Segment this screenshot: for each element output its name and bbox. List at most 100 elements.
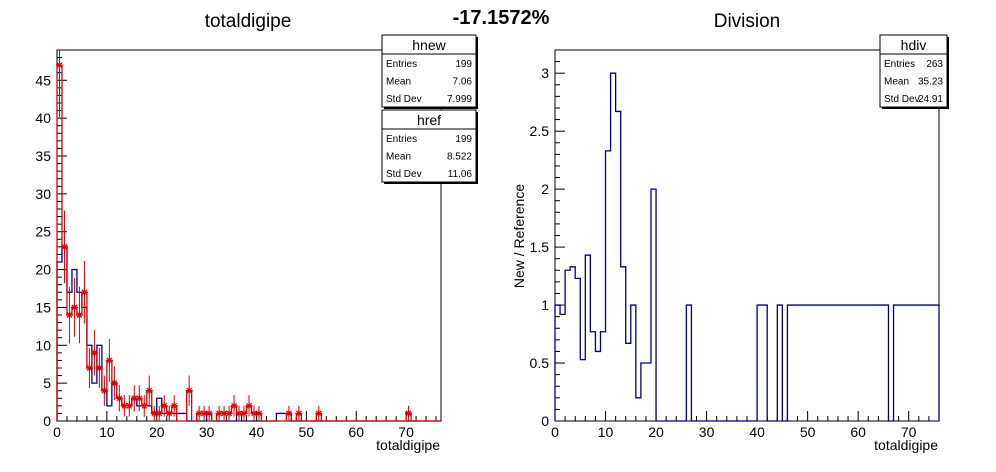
data-point-href — [105, 339, 113, 382]
y-tick-label: 0 — [43, 413, 51, 429]
percent-difference-title: -17.1572% — [453, 7, 550, 29]
stats-label: Std Dev — [386, 169, 422, 180]
data-point-href — [230, 395, 238, 417]
stats-label: Mean — [884, 77, 909, 88]
stats-label: Entries — [386, 134, 417, 145]
right-y-axis: 0 0.5 1 1.5 2 2.5 3 — [530, 49, 565, 429]
right-x-axis: 0 10 20 30 40 50 60 70 — [551, 411, 940, 440]
stats-label: Std Dev — [884, 94, 920, 105]
data-point-href — [315, 405, 323, 421]
right-y-axis-label: New / Reference — [511, 184, 527, 288]
x-tick-label: 40 — [249, 424, 265, 440]
data-point-href — [205, 405, 213, 421]
stats-box-title: hdiv — [901, 37, 927, 53]
x-tick-label: 10 — [99, 424, 115, 440]
y-tick-label: 45 — [35, 72, 51, 88]
y-tick-label: 0.5 — [530, 355, 550, 371]
left-histogram-panel: totaldigipe 0 10 20 30 40 50 60 70 0 5 10 15 20 25 30… — [35, 11, 478, 453]
x-tick-label: 10 — [598, 424, 614, 440]
data-point-href — [110, 366, 118, 401]
stats-value: 7.06 — [453, 77, 473, 88]
y-tick-label: 0 — [541, 413, 549, 429]
y-tick-label: 10 — [35, 337, 51, 353]
y-tick-label: 1 — [541, 297, 549, 313]
y-tick-label: 2.5 — [530, 123, 550, 139]
x-tick-label: 70 — [901, 424, 917, 440]
data-point-href — [245, 395, 253, 417]
stats-label: Entries — [386, 59, 417, 70]
stats-value: 263 — [926, 59, 943, 70]
data-point-href — [70, 278, 79, 337]
stats-label: Std Dev — [386, 94, 422, 105]
data-point-href — [170, 395, 178, 417]
data-point-href — [130, 385, 138, 412]
data-point-href — [250, 405, 258, 421]
stats-value: 199 — [455, 134, 472, 145]
data-point-href — [80, 261, 89, 324]
x-tick-label: 60 — [850, 424, 866, 440]
x-tick-label: 20 — [648, 424, 664, 440]
y-tick-label: 40 — [35, 110, 51, 126]
x-tick-label: 60 — [348, 424, 364, 440]
series-line-hdiv — [554, 72, 940, 422]
x-tick-label: 50 — [299, 424, 315, 440]
y-tick-label: 2 — [541, 181, 549, 197]
y-tick-label: 1.5 — [530, 239, 550, 255]
data-point-href — [235, 405, 243, 421]
data-point-href — [65, 286, 74, 344]
y-tick-label: 5 — [43, 375, 51, 391]
x-tick-label: 70 — [398, 424, 414, 440]
stats-label: Entries — [884, 59, 915, 70]
data-point-href — [255, 405, 263, 421]
left-chart-title: totaldigipe — [205, 11, 292, 32]
right-series-group — [554, 72, 940, 422]
data-point-href — [95, 347, 103, 389]
right-division-panel: Division 0 10 20 30 40 50 60 70 0 0.5 1 1.5 2 2.5 3 t… — [511, 11, 949, 453]
data-point-href — [55, 50, 64, 118]
data-point-href — [200, 405, 208, 421]
data-point-href — [60, 210, 69, 284]
stats-box-hnew: hnew Entries 199 Mean 7.06 Std Dev 7.999 — [381, 34, 478, 109]
data-point-href — [295, 405, 303, 421]
data-point-href — [155, 405, 163, 421]
stats-label: Mean — [386, 152, 411, 163]
x-tick-label: 0 — [53, 424, 61, 440]
stats-value: 24.91 — [918, 94, 943, 105]
x-tick-label: 40 — [749, 424, 765, 440]
stats-box-title: href — [417, 112, 441, 128]
left-series-group — [55, 50, 441, 422]
stats-label: Mean — [386, 77, 411, 88]
left-x-axis-label: totaldigipe — [376, 437, 440, 453]
x-tick-label: 30 — [199, 424, 215, 440]
left-x-axis: 0 10 20 30 40 50 60 70 — [53, 411, 437, 440]
right-chart-title: Division — [714, 11, 781, 32]
data-point-href — [85, 347, 94, 389]
stats-value: 8.522 — [447, 152, 472, 163]
data-point-href — [140, 395, 148, 417]
left-y-axis: 0 5 10 15 20 25 30 35 40 45 — [35, 49, 67, 429]
data-point-href — [145, 375, 153, 406]
data-point-href — [285, 405, 293, 421]
y-tick-label: 3 — [541, 65, 549, 81]
right-x-axis-label: totaldigipe — [874, 437, 938, 453]
stats-value: 11.06 — [448, 169, 473, 180]
y-tick-label: 15 — [35, 299, 51, 315]
data-point-href — [240, 405, 248, 421]
y-tick-label: 20 — [35, 262, 51, 278]
y-tick-label: 35 — [35, 148, 51, 164]
stats-value: 35.23 — [918, 77, 943, 88]
x-tick-label: 30 — [699, 424, 715, 440]
y-tick-label: 25 — [35, 224, 51, 240]
x-tick-label: 50 — [800, 424, 816, 440]
data-point-href — [185, 375, 193, 406]
y-tick-label: 30 — [35, 186, 51, 202]
data-point-href — [90, 330, 99, 376]
x-tick-label: 0 — [551, 424, 559, 440]
data-point-href — [135, 385, 143, 412]
x-tick-label: 20 — [149, 424, 165, 440]
